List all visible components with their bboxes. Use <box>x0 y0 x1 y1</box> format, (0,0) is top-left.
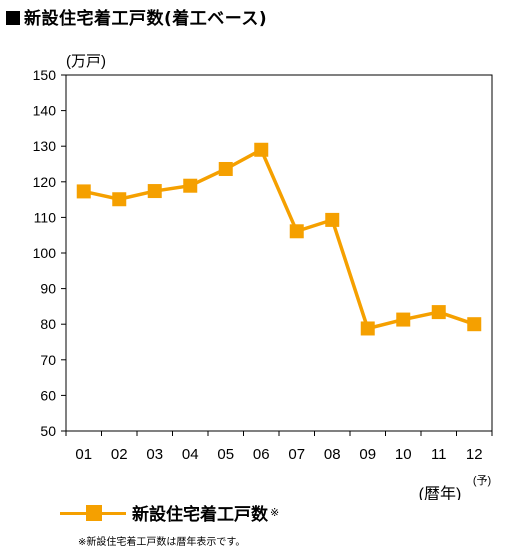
y-tick-label: 130 <box>33 138 57 154</box>
data-point-marker <box>147 184 162 199</box>
x-tick-label: 09 <box>359 446 376 463</box>
data-point-marker <box>325 212 340 227</box>
chart-title: 新設住宅着工戸数(着工ベース) <box>6 4 267 29</box>
data-point-marker <box>396 312 411 327</box>
data-point-marker <box>289 224 304 239</box>
data-point-marker <box>76 184 91 199</box>
x-tick-label: 08 <box>324 446 341 463</box>
legend-square-marker-icon <box>86 504 102 521</box>
data-point-marker <box>431 305 446 320</box>
y-tick-label: 70 <box>40 352 56 368</box>
x-tick-label: 04 <box>182 446 199 463</box>
y-tick-label: 150 <box>33 67 57 83</box>
x-tick-label: 07 <box>288 446 305 463</box>
y-tick-label: 100 <box>33 245 57 261</box>
y-tick-label: 90 <box>40 281 56 297</box>
data-point-marker <box>467 317 482 332</box>
x-tick-label: 02 <box>111 446 128 463</box>
data-series <box>76 142 482 336</box>
x-tick-label: 11 <box>431 446 447 463</box>
x-axis: 01 02 03 04 05 06 07 08 09 10 11 12 <box>65 431 493 463</box>
plot-area-frame <box>65 74 493 432</box>
series-line <box>83 147 475 331</box>
legend: 新設住宅着工戸数 ※ <box>60 500 279 525</box>
y-tick-label: 60 <box>40 387 56 403</box>
data-point-marker <box>112 192 127 207</box>
line-chart: (万戸) 50 60 70 80 90 100 110 120 130 140 150 01 02 03… <box>33 53 493 500</box>
data-point-marker <box>360 321 375 336</box>
x-tick-label: 03 <box>146 446 163 463</box>
title-bullet-icon <box>6 11 20 25</box>
legend-label: 新設住宅着工戸数 <box>132 505 268 525</box>
y-tick-label: 80 <box>40 316 56 332</box>
y-tick-label: 120 <box>33 174 57 190</box>
forecast-mark: (予) <box>473 474 491 487</box>
data-point-marker <box>218 161 233 176</box>
x-axis-unit-label: (暦年) <box>419 485 462 500</box>
y-tick-label: 110 <box>34 209 57 225</box>
x-tick-label: 05 <box>217 446 234 463</box>
legend-swatch <box>60 504 126 522</box>
data-point-marker <box>254 142 269 157</box>
chart-title-text: 新設住宅着工戸数(着工ベース) <box>24 9 268 29</box>
y-axis: 50 60 70 80 90 100 110 120 130 140 150 <box>33 67 66 439</box>
y-tick-label: 140 <box>33 103 57 119</box>
x-tick-label: 12 <box>466 446 483 463</box>
legend-note-mark: ※ <box>270 506 280 519</box>
y-tick-label: 50 <box>40 423 56 439</box>
data-point-marker <box>183 178 198 193</box>
x-tick-label: 10 <box>395 446 412 463</box>
footnote: ※新設住宅着工戸数は暦年表示です。 <box>78 537 246 548</box>
x-tick-label: 06 <box>253 446 270 463</box>
y-axis-unit-label: (万戸) <box>66 53 106 70</box>
x-tick-label: 01 <box>75 446 92 463</box>
